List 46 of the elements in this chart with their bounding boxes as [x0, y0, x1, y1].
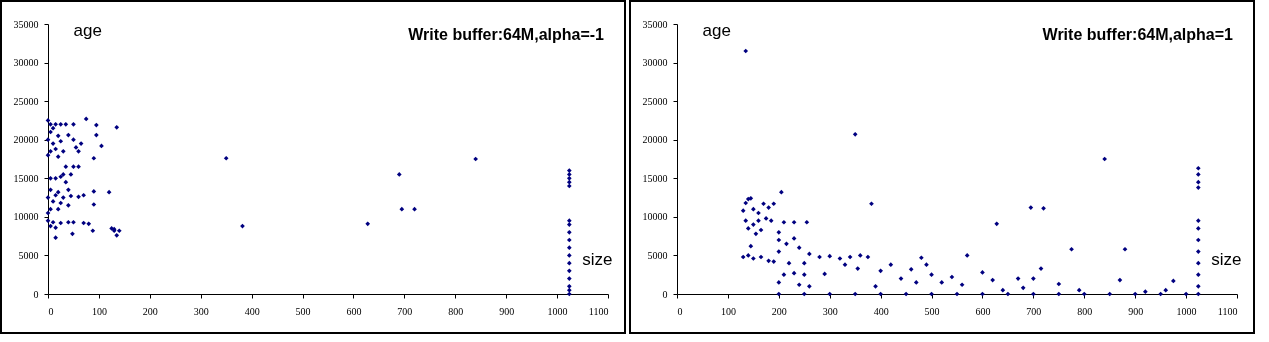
x-tick-label: 1100: [588, 305, 609, 317]
x-tick-label: 300: [193, 305, 209, 317]
y-tick-label: 20000: [13, 134, 39, 146]
y-tick-label: 30000: [642, 57, 668, 69]
x-tick-label: 600: [975, 305, 991, 317]
y-tick-label: 25000: [642, 95, 668, 107]
x-tick-label: 0: [48, 305, 54, 317]
x-tick-label: 800: [1077, 305, 1093, 317]
x-tick-label: 100: [91, 305, 107, 317]
x-tick-label: 1000: [547, 305, 568, 317]
y-tick-label: 35000: [13, 18, 39, 30]
y-tick-label: 20000: [642, 134, 668, 146]
y-tick-label: 5000: [647, 249, 668, 261]
x-tick-label: 200: [142, 305, 158, 317]
y-tick-label: 10000: [13, 211, 39, 223]
y-axis-title: age: [73, 20, 102, 40]
x-tick-label: 500: [295, 305, 311, 317]
y-tick-label: 0: [33, 288, 39, 300]
x-tick-label: 500: [924, 305, 940, 317]
x-tick-label: 400: [244, 305, 260, 317]
x-tick-label: 900: [1128, 305, 1144, 317]
x-tick-label: 300: [822, 305, 838, 317]
y-tick-label: 30000: [13, 57, 39, 69]
chart-title: Write buffer:64M,alpha=1: [1042, 26, 1234, 43]
y-axis-title: age: [702, 20, 731, 40]
x-tick-label: 200: [771, 305, 787, 317]
x-tick-label: 100: [720, 305, 736, 317]
y-tick-label: 0: [662, 288, 668, 300]
y-tick-label: 5000: [18, 249, 39, 261]
x-tick-label: 700: [397, 305, 413, 317]
y-tick-label: 15000: [13, 172, 39, 184]
chart-title: Write buffer:64M,alpha=-1: [408, 26, 605, 43]
x-tick-label: 400: [873, 305, 889, 317]
y-tick-label: 25000: [13, 95, 39, 107]
x-tick-label: 900: [499, 305, 515, 317]
x-tick-label: 0: [677, 305, 683, 317]
x-axis-title: size: [1211, 249, 1242, 269]
y-tick-label: 15000: [642, 172, 668, 184]
x-tick-label: 1000: [1176, 305, 1197, 317]
y-tick-label: 10000: [642, 211, 668, 223]
x-tick-label: 700: [1026, 305, 1042, 317]
x-axis-title: size: [582, 249, 613, 269]
x-tick-label: 1100: [1217, 305, 1238, 317]
y-tick-label: 35000: [642, 18, 668, 30]
x-tick-label: 800: [448, 305, 464, 317]
x-tick-label: 600: [346, 305, 362, 317]
